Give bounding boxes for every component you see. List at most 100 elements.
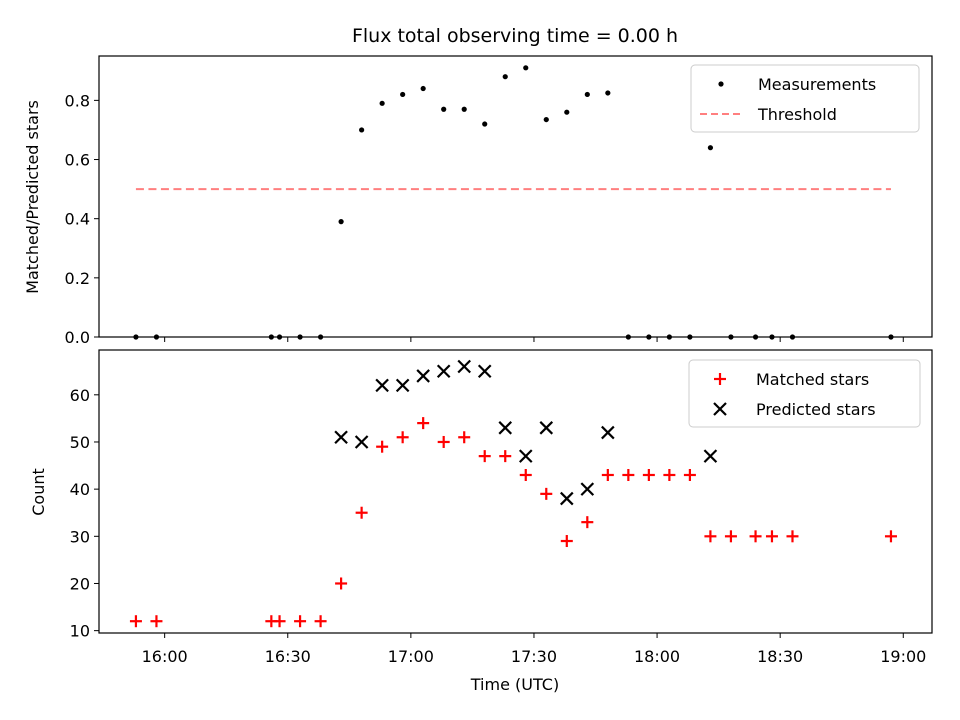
bottom-x-tick-label: 17:30 <box>511 647 557 666</box>
matched-star-marker <box>663 468 676 481</box>
matched-star-marker <box>642 468 655 481</box>
predicted-star-marker <box>601 425 615 440</box>
legend-predicted-marker <box>713 402 727 416</box>
bottom-x-axis: 16:00 16:30 17:00 17:30 18:00 18:30 19:00 <box>142 633 926 666</box>
bottom-plot-area <box>129 359 897 628</box>
matched-star-marker <box>683 468 696 481</box>
matched-star-marker <box>749 530 762 543</box>
measurement-point <box>400 91 406 98</box>
top-chart-title: Flux total observing time = 0.00 h <box>352 25 678 47</box>
bottom-legend-box <box>688 359 921 428</box>
top-y-tick-label: 0.4 <box>65 210 90 229</box>
top-x-axis <box>164 337 904 342</box>
measurement-point <box>523 65 529 71</box>
matched-star-marker <box>437 435 450 448</box>
measurement-point <box>789 334 796 340</box>
matched-star-marker <box>273 615 286 628</box>
bottom-y-tick-label: 30 <box>70 527 90 546</box>
matched-star-marker <box>765 530 778 543</box>
measurement-point <box>461 106 467 112</box>
matched-star-marker <box>622 468 635 481</box>
measurement-point <box>564 109 570 115</box>
matched-star-marker <box>499 450 512 463</box>
top-panel: 0.00.20.40.60.8 Matched/Predicted stars … <box>23 55 933 347</box>
measurement-point <box>276 334 283 340</box>
bottom-y-tick-label: 10 <box>70 622 90 641</box>
predicted-star-marker <box>354 435 369 449</box>
measurement-point <box>502 74 508 80</box>
matched-star-marker <box>335 577 348 590</box>
measurement-point <box>359 127 365 133</box>
bottom-x-tick-label: 16:00 <box>142 647 188 666</box>
measurement-point <box>687 334 693 340</box>
top-y-tick-label: 0.8 <box>65 91 90 110</box>
measurement-point <box>153 334 160 340</box>
matched-star-marker <box>724 530 737 543</box>
bottom-x-tick-label: 16:30 <box>265 647 311 666</box>
top-y-axis-title: Matched/Predicted stars <box>23 100 42 294</box>
top-y-tick-label: 0.2 <box>65 269 90 288</box>
measurement-point <box>317 334 324 340</box>
top-panel-frame <box>98 55 933 338</box>
matched-star-marker <box>314 615 327 628</box>
bottom-x-tick-label: 18:00 <box>634 647 680 666</box>
predicted-star-marker <box>580 482 595 496</box>
predicted-star-marker <box>334 430 348 445</box>
matched-star-marker <box>294 615 307 628</box>
measurement-point <box>728 334 734 340</box>
matched-star-marker <box>540 487 553 500</box>
measurement-point <box>338 219 344 225</box>
measurement-point <box>752 334 759 340</box>
legend-predicted-label: Predicted stars <box>756 400 876 419</box>
bottom-panel: 10 20 30 40 50 60 16:00 16:30 17:00 17:30 18:00 18… <box>29 349 933 694</box>
matched-star-marker <box>376 440 389 453</box>
predicted-star-marker <box>539 421 554 435</box>
bottom-x-axis-title: Time (UTC) <box>470 675 559 694</box>
measurement-point <box>707 145 714 151</box>
matched-star-marker <box>704 530 717 543</box>
predicted-star-marker <box>436 364 451 379</box>
matched-star-marker <box>519 468 532 481</box>
measurement-point <box>133 334 139 340</box>
predicted-star-marker <box>703 449 718 463</box>
matched-star-marker <box>129 615 142 628</box>
predicted-star-marker <box>518 449 533 463</box>
measurement-point <box>268 334 274 340</box>
measurement-point <box>441 106 447 112</box>
measurement-point <box>482 121 488 127</box>
matched-star-marker <box>560 535 573 548</box>
predicted-star-marker <box>560 491 574 506</box>
top-y-axis: 0.0 0.2 0.4 0.6 0.8 <box>65 91 99 347</box>
matched-star-marker <box>478 450 491 463</box>
legend-threshold-label: Threshold <box>757 105 837 124</box>
bottom-legend: Matched stars Predicted stars <box>688 359 921 428</box>
legend-measurements-marker <box>718 81 724 87</box>
bottom-x-tick-label: 19:00 <box>880 647 926 666</box>
bottom-y-tick-label: 40 <box>70 480 90 499</box>
matched-star-marker <box>355 506 368 519</box>
legend-matched-marker <box>714 373 726 385</box>
matched-star-marker <box>884 530 897 543</box>
predicted-star-marker <box>477 364 492 379</box>
bottom-y-axis-title: Count <box>29 468 48 516</box>
measurement-point <box>646 334 652 340</box>
predicted-star-marker <box>375 378 389 393</box>
measurement-point <box>605 90 611 96</box>
measurement-point <box>666 334 672 340</box>
top-y-tick-label: 0.6 <box>65 151 90 170</box>
predicted-star-marker <box>457 359 471 374</box>
predicted-star-marker <box>416 369 430 383</box>
matched-star-marker <box>601 468 614 481</box>
legend-matched-label: Matched stars <box>756 370 869 389</box>
measurement-point <box>584 91 590 98</box>
top-y-tick-label: 0.0 <box>65 328 90 347</box>
bottom-y-tick-label: 50 <box>70 433 90 452</box>
legend-measurements-label: Measurements <box>758 75 876 94</box>
matched-star-marker <box>417 417 430 430</box>
matched-star-marker <box>396 431 409 444</box>
measurement-point <box>543 116 549 123</box>
bottom-panel-frame <box>98 349 933 634</box>
bottom-y-tick-label: 60 <box>70 386 90 405</box>
top-legend-box <box>690 64 920 133</box>
